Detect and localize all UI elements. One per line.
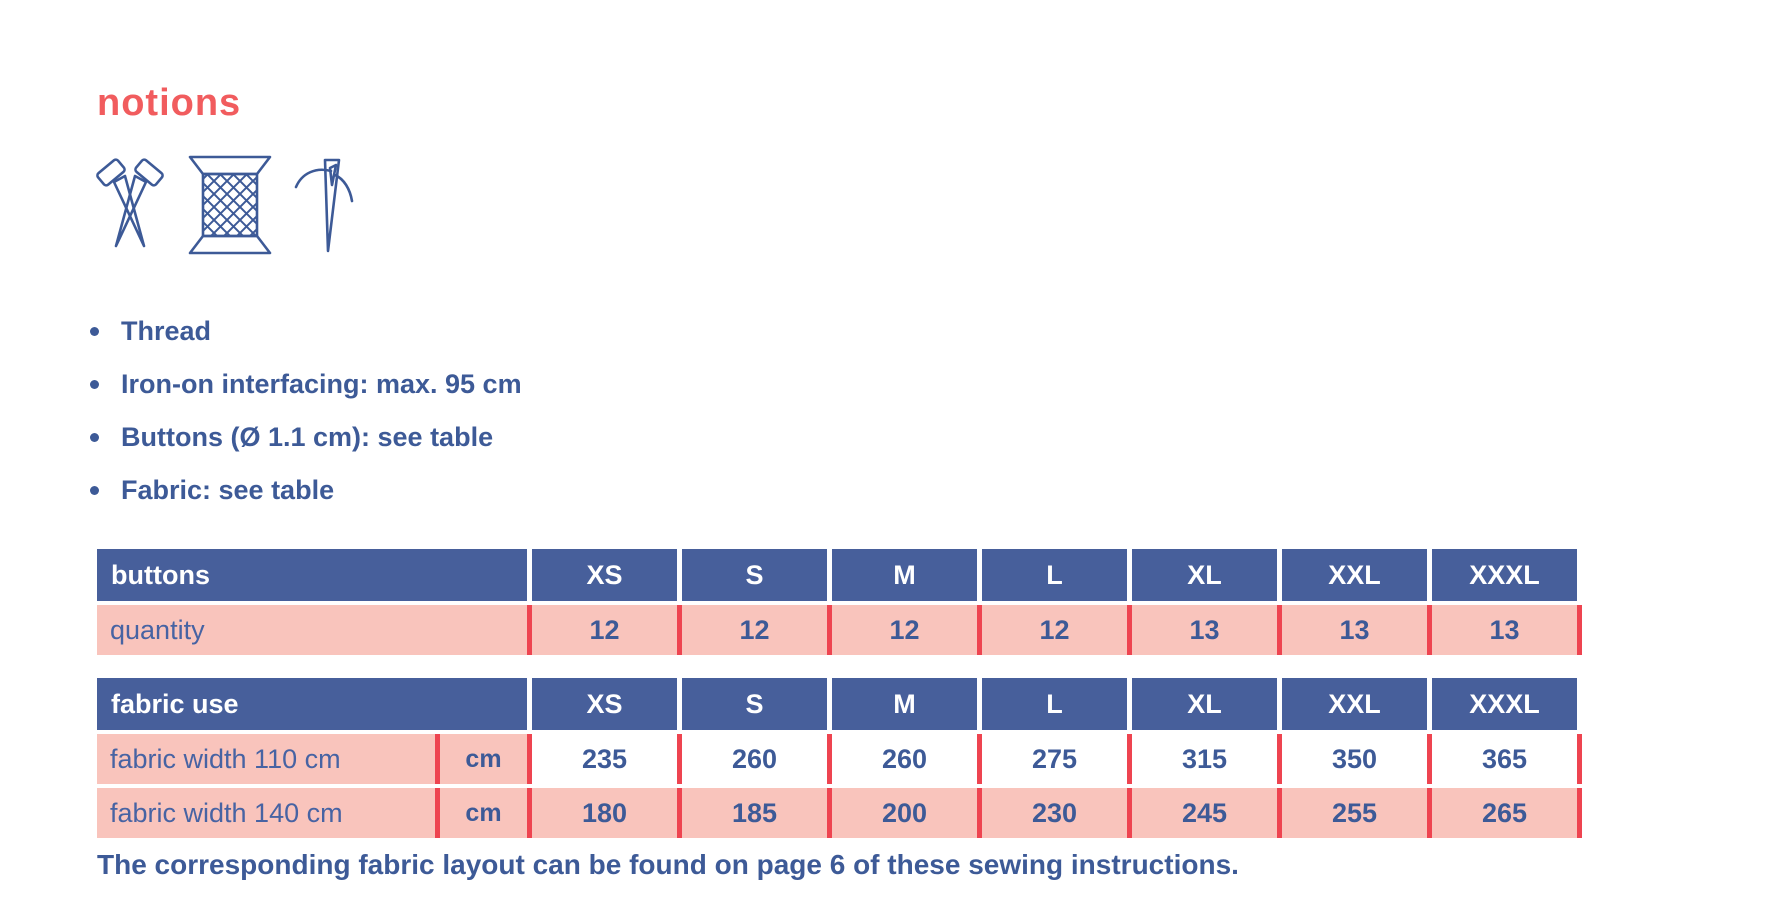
table-row: fabric width 140 cm cm 180 185 200 230 245 255 2… xyxy=(97,788,1582,838)
list-item-label: Fabric: see table xyxy=(121,475,335,505)
size-header-cell: XXXL xyxy=(1432,678,1577,730)
size-header-cell: S xyxy=(682,678,827,730)
scissors-icon xyxy=(96,158,164,248)
size-header-cell: XXL xyxy=(1282,678,1427,730)
value-cell: 13 xyxy=(1132,605,1277,655)
value-cell: 12 xyxy=(682,605,827,655)
value-cell: 275 xyxy=(982,734,1127,784)
value-cell: 180 xyxy=(532,788,677,838)
table-header-row: fabric use XS S M L XL XXL XXXL xyxy=(97,678,1577,730)
size-header-cell: XL xyxy=(1132,678,1277,730)
bullet-icon xyxy=(90,486,99,495)
size-header-cell: XL xyxy=(1132,549,1277,601)
size-header-cell: S xyxy=(682,549,827,601)
bullet-icon xyxy=(90,380,99,389)
row-label-cell: quantity xyxy=(97,605,527,655)
value-cell: 260 xyxy=(832,734,977,784)
value-cell: 12 xyxy=(532,605,677,655)
list-item-label: Iron-on interfacing: max. 95 cm xyxy=(121,369,522,399)
unit-cell: cm xyxy=(440,734,527,784)
buttons-table: buttons XS S M L XL XXL XXXL quantity 12 12 12 12 13 1… xyxy=(97,549,1582,655)
list-item: Fabric: see table xyxy=(90,475,522,505)
value-cell: 260 xyxy=(682,734,827,784)
value-cell: 245 xyxy=(1132,788,1277,838)
value-cell: 12 xyxy=(832,605,977,655)
row-label-cell: fabric width 110 cm xyxy=(97,734,435,784)
value-cell: 13 xyxy=(1432,605,1577,655)
value-cell: 12 xyxy=(982,605,1127,655)
value-cell: 365 xyxy=(1432,734,1577,784)
size-header-cell: L xyxy=(982,678,1127,730)
unit-cell: cm xyxy=(440,788,527,838)
value-cell: 350 xyxy=(1282,734,1427,784)
value-cell: 235 xyxy=(532,734,677,784)
table-title-cell: buttons xyxy=(97,549,527,601)
page-title: notions xyxy=(97,82,242,124)
row-label-cell: fabric width 140 cm xyxy=(97,788,435,838)
value-cell: 200 xyxy=(832,788,977,838)
fabric-layout-note: The corresponding fabric layout can be f… xyxy=(97,849,1239,880)
notions-icons xyxy=(94,155,358,255)
table-row: quantity 12 12 12 12 13 13 13 xyxy=(97,605,1582,655)
list-item: Iron-on interfacing: max. 95 cm xyxy=(90,369,522,399)
size-header-cell: M xyxy=(832,549,977,601)
list-item-label: Thread xyxy=(121,316,212,346)
bullet-icon xyxy=(90,327,99,336)
fabric-use-table: fabric use XS S M L XL XXL XXXL fabric width 110… xyxy=(97,678,1582,838)
value-cell: 255 xyxy=(1282,788,1427,838)
table-header-row: buttons XS S M L XL XXL XXXL xyxy=(97,549,1577,601)
list-item-label: Buttons (Ø 1.1 cm): see table xyxy=(121,422,494,452)
list-item: Thread xyxy=(90,316,522,346)
size-header-cell: XS xyxy=(532,549,677,601)
thread-spool-icon xyxy=(188,155,272,255)
bullet-icon xyxy=(90,433,99,442)
value-cell: 265 xyxy=(1432,788,1577,838)
table-row: fabric width 110 cm cm 235 260 260 275 315 350 3… xyxy=(97,734,1582,784)
size-header-cell: XS xyxy=(532,678,677,730)
value-cell: 315 xyxy=(1132,734,1277,784)
value-cell: 230 xyxy=(982,788,1127,838)
list-item: Buttons (Ø 1.1 cm): see table xyxy=(90,422,522,452)
size-header-cell: M xyxy=(832,678,977,730)
size-header-cell: L xyxy=(982,549,1127,601)
needle-icon xyxy=(294,158,354,253)
size-header-cell: XXXL xyxy=(1432,549,1577,601)
size-header-cell: XXL xyxy=(1282,549,1427,601)
table-title-cell: fabric use xyxy=(97,678,527,730)
value-cell: 185 xyxy=(682,788,827,838)
value-cell: 13 xyxy=(1282,605,1427,655)
notions-list: Thread Iron-on interfacing: max. 95 cm But… xyxy=(90,316,522,530)
